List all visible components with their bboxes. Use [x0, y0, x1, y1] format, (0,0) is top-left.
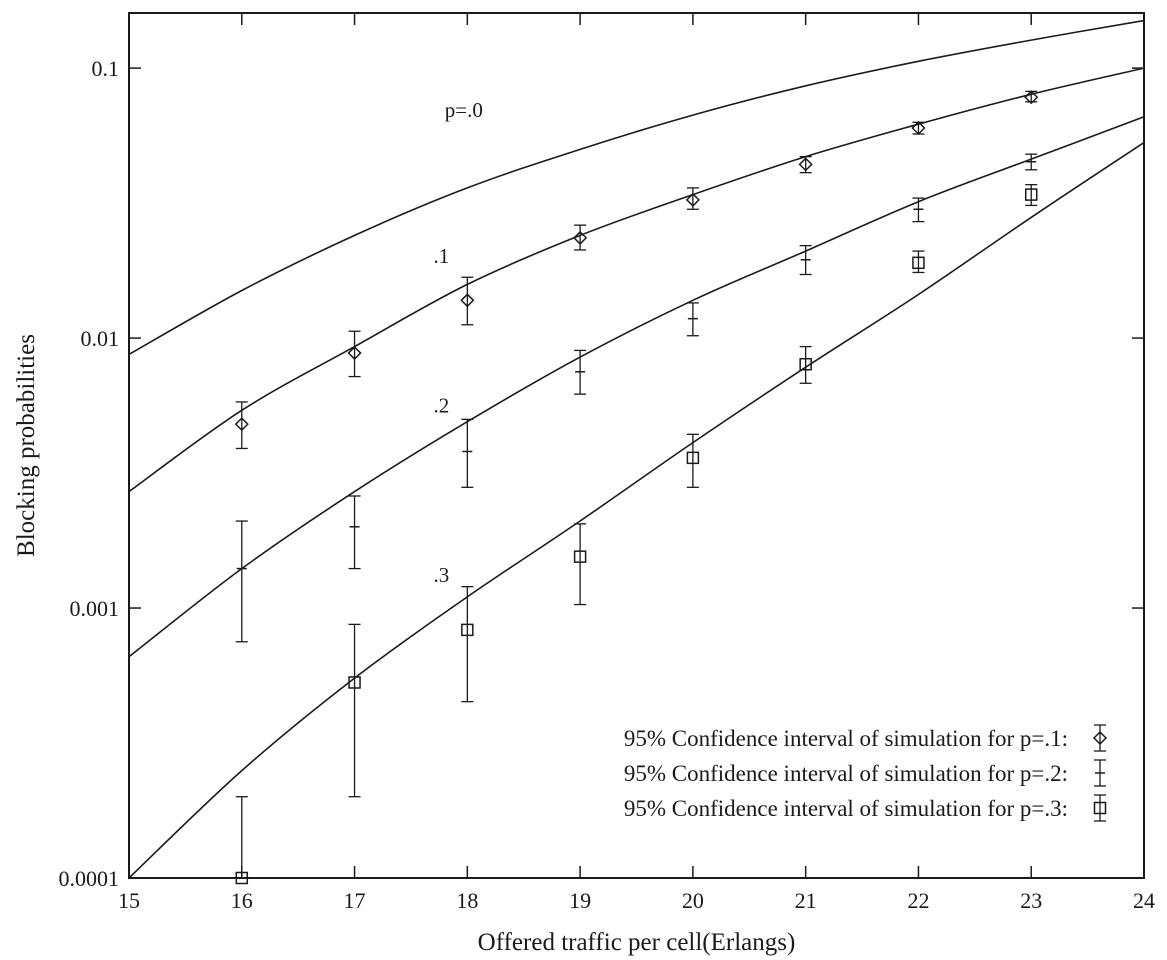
- square-marker: [348, 676, 361, 689]
- square-marker: [799, 357, 812, 371]
- theory-curve: [128, 19, 1145, 356]
- curve-label: .3: [434, 563, 450, 587]
- square-marker: [1024, 188, 1038, 201]
- x-axis-label: Offered traffic per cell(Erlangs): [478, 929, 796, 956]
- legend-diamond-marker: [1092, 730, 1108, 746]
- diamond-marker: [798, 157, 813, 172]
- x-tick-label: 20: [682, 888, 704, 913]
- diamond-marker: [911, 120, 926, 136]
- x-tick-label: 22: [907, 888, 929, 913]
- square-marker: [461, 623, 474, 637]
- square-marker: [912, 256, 925, 270]
- plot-frame: [128, 12, 1145, 879]
- y-tick-label: 0.001: [70, 596, 120, 621]
- square-marker: [573, 550, 587, 563]
- theory-curve: [128, 116, 1145, 658]
- legend-label: 95% Confidence interval of simulation fo…: [624, 761, 1068, 786]
- y-tick-label: 0.1: [92, 56, 120, 81]
- y-tick-label: 0.0001: [59, 866, 120, 891]
- curve-label: .2: [434, 394, 450, 418]
- axis-ticks: 15 16 17 18 19 20 21 22 23 24 0.0001 0.001 0.01 0.1: [59, 13, 1155, 913]
- x-tick-label: 17: [344, 888, 366, 913]
- square-marker: [686, 451, 700, 465]
- diamond-marker: [1024, 90, 1039, 105]
- legend: 95% Confidence interval of simulation fo…: [624, 724, 1108, 822]
- simulation-points: [234, 90, 1039, 885]
- x-tick-label: 24: [1133, 888, 1155, 913]
- theory-curves: [128, 19, 1145, 879]
- diamond-marker: [347, 345, 362, 361]
- x-tick-label: 19: [569, 888, 591, 913]
- legend-label: 95% Confidence interval of simulation fo…: [624, 726, 1068, 751]
- x-tick-label: 21: [795, 888, 817, 913]
- theory-curve: [128, 141, 1145, 879]
- diamond-marker: [685, 192, 700, 207]
- x-tick-label: 16: [231, 888, 253, 913]
- theory-curve: [128, 67, 1145, 493]
- legend-label: 95% Confidence interval of simulation fo…: [624, 796, 1068, 821]
- y-axis-label: Blocking probabilities: [13, 334, 40, 557]
- y-tick-label: 0.01: [81, 326, 120, 351]
- diamond-marker: [234, 417, 249, 432]
- x-tick-label: 18: [456, 888, 478, 913]
- legend-square-marker: [1093, 801, 1107, 815]
- x-tick-label: 23: [1020, 888, 1042, 913]
- curve-label: .1: [434, 244, 450, 268]
- diamond-marker: [460, 293, 475, 308]
- diamond-marker: [573, 230, 588, 245]
- curve-label: p=.0: [445, 98, 483, 122]
- x-tick-label: 15: [118, 888, 140, 913]
- curve-labels: p=.0 .1 .2 .3: [434, 98, 483, 587]
